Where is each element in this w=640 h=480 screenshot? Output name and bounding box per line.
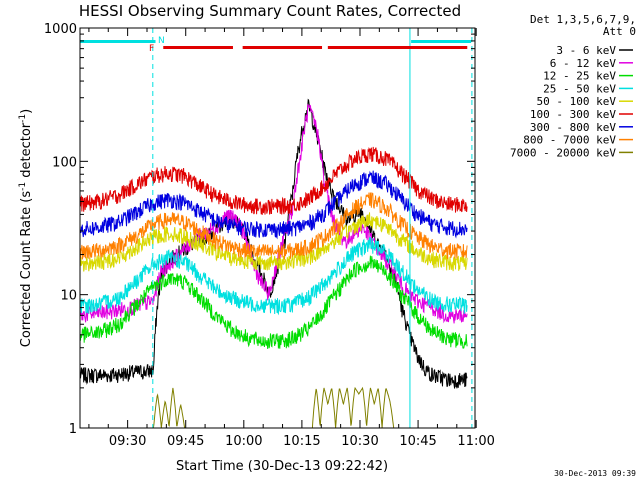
legend-item-label: 7000 - 20000 keV bbox=[510, 146, 616, 159]
y-axis-label-main: Corrected Count Rate (s bbox=[19, 191, 34, 348]
legend-item-label: 3 - 6 keV bbox=[556, 44, 616, 57]
legend-item-label: 25 - 50 keV bbox=[543, 82, 616, 95]
y-axis-label-mid: detector bbox=[19, 122, 34, 182]
y-tick-label: 100 bbox=[52, 155, 77, 170]
y-axis-label-end: ) bbox=[19, 109, 34, 114]
series-line bbox=[80, 98, 468, 389]
legend-item-label: 300 - 800 keV bbox=[530, 121, 616, 134]
series-line bbox=[80, 170, 468, 240]
legend-item-label: 100 - 300 keV bbox=[530, 108, 616, 121]
chart-title: HESSI Observing Summary Count Rates, Cor… bbox=[79, 2, 461, 20]
attenuator-label: N bbox=[158, 36, 165, 46]
series-line bbox=[80, 255, 468, 349]
legend-item-label: 50 - 100 keV bbox=[537, 95, 617, 108]
legend-header: Att 0 bbox=[603, 25, 636, 38]
y-tick-label: 1 bbox=[69, 422, 77, 437]
series-line bbox=[80, 386, 468, 428]
y-axis-label-sup1: -1 bbox=[18, 182, 28, 191]
series-line bbox=[80, 212, 468, 272]
attenuator-bar bbox=[411, 40, 472, 43]
series-line bbox=[80, 237, 468, 316]
y-axis-label-sup2: -1 bbox=[18, 114, 28, 123]
legend-header: Det 1,3,5,6,7,9, bbox=[530, 13, 636, 26]
flare-label: F bbox=[149, 44, 154, 54]
legend-item-label: 12 - 25 keV bbox=[543, 70, 616, 83]
legend-item-label: 800 - 7000 keV bbox=[523, 134, 616, 147]
x-tick-label: 10:15 bbox=[283, 434, 320, 449]
x-tick-label: 09:45 bbox=[167, 434, 204, 449]
flare-bar bbox=[327, 46, 468, 49]
x-axis-label: Start Time (30-Dec-13 09:22:42) bbox=[176, 459, 388, 474]
axes-layer: 1 10 100 1000 09:30 09:45 10:00 10:15 10:30 10:45… bbox=[44, 22, 495, 449]
x-tick-label: 10:45 bbox=[399, 434, 436, 449]
attenuator-bar bbox=[80, 40, 156, 43]
y-tick-label: 10 bbox=[60, 289, 77, 304]
x-tick-label: 10:30 bbox=[341, 434, 378, 449]
x-tick-label: 10:00 bbox=[225, 434, 262, 449]
y-tick-label: 1000 bbox=[44, 22, 77, 37]
series-line bbox=[80, 192, 468, 260]
x-tick-label: 09:30 bbox=[109, 434, 146, 449]
series-layer bbox=[80, 98, 468, 428]
series-line bbox=[80, 146, 468, 215]
flare-bar bbox=[163, 46, 233, 49]
x-tick-label: 11:00 bbox=[457, 434, 494, 449]
legend-item-label: 6 - 12 keV bbox=[550, 57, 617, 70]
timestamp: 30-Dec-2013 09:39 bbox=[554, 469, 636, 478]
marker-layer: NF bbox=[80, 28, 473, 428]
plot-frame bbox=[79, 27, 476, 429]
y-axis-label: Corrected Count Rate (s-1 detector-1) bbox=[18, 109, 34, 347]
flare-bar bbox=[242, 46, 323, 49]
